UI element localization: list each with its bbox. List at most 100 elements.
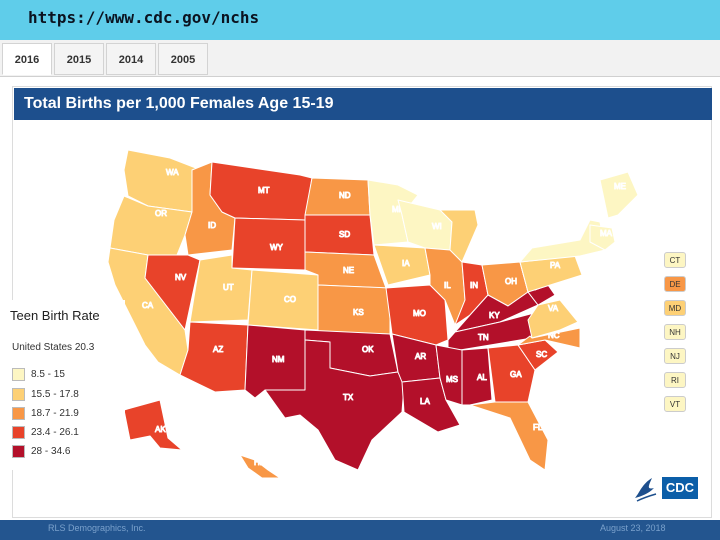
state-me[interactable]: ME bbox=[599, 171, 639, 219]
state-label: MA bbox=[600, 229, 613, 238]
map-title-bar: Total Births per 1,000 Females Age 15-19 bbox=[14, 88, 712, 120]
state-shape[interactable] bbox=[487, 344, 536, 403]
state-va[interactable]: VA bbox=[527, 299, 579, 339]
state-label: AL bbox=[477, 373, 487, 382]
state-shape[interactable] bbox=[231, 217, 306, 271]
state-shape[interactable] bbox=[144, 254, 201, 331]
state-label: MT bbox=[258, 186, 270, 195]
legend-label: 18.7 - 21.9 bbox=[31, 408, 79, 420]
hhs-eagle-icon bbox=[632, 474, 658, 504]
state-label: MI bbox=[478, 232, 487, 241]
state-label: FL bbox=[533, 423, 543, 432]
state-label: CO bbox=[284, 295, 296, 304]
state-label: NV bbox=[175, 273, 187, 282]
state-ma[interactable]: MA bbox=[589, 224, 616, 251]
state-shape[interactable] bbox=[123, 399, 183, 451]
state-ms[interactable]: MS bbox=[435, 344, 463, 406]
state-shape[interactable] bbox=[247, 269, 319, 331]
state-label: MN bbox=[392, 205, 405, 214]
state-nm[interactable]: NM bbox=[244, 324, 306, 399]
map-title: Total Births per 1,000 Females Age 15-19 bbox=[24, 95, 334, 112]
state-ak[interactable]: AK bbox=[123, 399, 183, 451]
state-hi[interactable]: HI bbox=[239, 454, 281, 479]
state-sd[interactable]: SD bbox=[304, 214, 375, 256]
state-label: TN bbox=[478, 333, 489, 342]
state-ks[interactable]: KS bbox=[317, 284, 391, 335]
tab-2016[interactable]: 2016 bbox=[2, 43, 52, 75]
legend-swatch bbox=[12, 407, 25, 420]
state-shape[interactable] bbox=[517, 327, 581, 349]
state-shape[interactable] bbox=[589, 224, 616, 251]
small-state-ri[interactable]: RI bbox=[664, 372, 686, 388]
cdc-logo: CDC bbox=[662, 477, 698, 499]
state-nd[interactable]: ND bbox=[304, 177, 371, 216]
small-state-md[interactable]: MD bbox=[664, 300, 686, 316]
state-shape[interactable] bbox=[264, 339, 405, 471]
state-mt[interactable]: MT bbox=[209, 161, 313, 221]
state-label: IA bbox=[402, 259, 410, 268]
legend-swatch bbox=[12, 368, 25, 381]
state-label: OH bbox=[505, 277, 517, 286]
state-shape[interactable] bbox=[304, 177, 371, 216]
state-fl[interactable]: FL bbox=[469, 401, 549, 471]
legend-swatch bbox=[12, 426, 25, 439]
tab-2014[interactable]: 2014 bbox=[106, 43, 156, 75]
state-label: KS bbox=[353, 308, 364, 317]
small-state-nj[interactable]: NJ bbox=[664, 348, 686, 364]
state-ar[interactable]: AR bbox=[391, 333, 441, 383]
small-state-ct[interactable]: CT bbox=[664, 252, 686, 268]
state-label: OR bbox=[155, 209, 167, 218]
state-label: IN bbox=[470, 281, 478, 290]
state-label: AR bbox=[415, 352, 426, 361]
state-label: MO bbox=[413, 309, 426, 318]
small-state-vt[interactable]: VT bbox=[664, 396, 686, 412]
footer-date: August 23, 2018 bbox=[600, 523, 666, 533]
legend: Teen Birth Rate United States 20.3 8.5 -… bbox=[0, 300, 125, 470]
state-al[interactable]: AL bbox=[461, 347, 493, 406]
state-nv[interactable]: NV bbox=[144, 254, 201, 331]
legend-row: 28 - 34.6 bbox=[12, 445, 70, 459]
state-label: AK bbox=[155, 425, 166, 434]
tab-2005[interactable]: 2005 bbox=[158, 43, 208, 75]
state-label: WA bbox=[166, 168, 179, 177]
small-state-de[interactable]: DE bbox=[664, 276, 686, 292]
legend-row: 23.4 - 26.1 bbox=[12, 426, 79, 440]
state-label: SC bbox=[536, 350, 547, 359]
state-label: HI bbox=[254, 458, 262, 467]
state-label: GA bbox=[510, 370, 522, 379]
state-wy[interactable]: WY bbox=[231, 217, 306, 271]
tab-2015[interactable]: 2015 bbox=[54, 43, 104, 75]
legend-label: 28 - 34.6 bbox=[31, 446, 71, 458]
state-ga[interactable]: GA bbox=[487, 344, 536, 403]
state-label: WI bbox=[432, 222, 442, 231]
state-co[interactable]: CO bbox=[247, 269, 319, 331]
state-tx[interactable]: TX bbox=[264, 339, 405, 471]
state-shape[interactable] bbox=[527, 299, 579, 339]
state-shape[interactable] bbox=[435, 344, 463, 406]
small-state-nh[interactable]: NH bbox=[664, 324, 686, 340]
url-bar[interactable]: https://www.cdc.gov/nchs bbox=[0, 0, 720, 40]
state-label: ID bbox=[208, 221, 216, 230]
state-label: NC bbox=[548, 331, 560, 340]
state-shape[interactable] bbox=[469, 401, 549, 471]
state-az[interactable]: AZ bbox=[179, 321, 249, 393]
legend-title: Teen Birth Rate bbox=[10, 308, 100, 323]
state-nc[interactable]: NC bbox=[517, 327, 581, 349]
legend-swatch bbox=[12, 445, 25, 458]
state-or[interactable]: OR bbox=[109, 195, 193, 261]
legend-row: 8.5 - 15 bbox=[12, 368, 65, 382]
state-shape[interactable] bbox=[179, 321, 249, 393]
legend-label: 23.4 - 26.1 bbox=[31, 427, 79, 439]
state-shape[interactable] bbox=[239, 454, 281, 479]
state-shape[interactable] bbox=[461, 347, 493, 406]
us-rate: United States 20.3 bbox=[12, 342, 95, 353]
state-label: LA bbox=[420, 397, 430, 406]
state-shape[interactable] bbox=[109, 195, 193, 261]
state-label: NE bbox=[343, 266, 354, 275]
state-label: AZ bbox=[213, 345, 223, 354]
state-label: SD bbox=[339, 230, 350, 239]
state-label: NY bbox=[568, 225, 580, 234]
state-shape[interactable] bbox=[599, 171, 639, 219]
state-label: NM bbox=[272, 355, 285, 364]
legend-row: 18.7 - 21.9 bbox=[12, 407, 79, 421]
